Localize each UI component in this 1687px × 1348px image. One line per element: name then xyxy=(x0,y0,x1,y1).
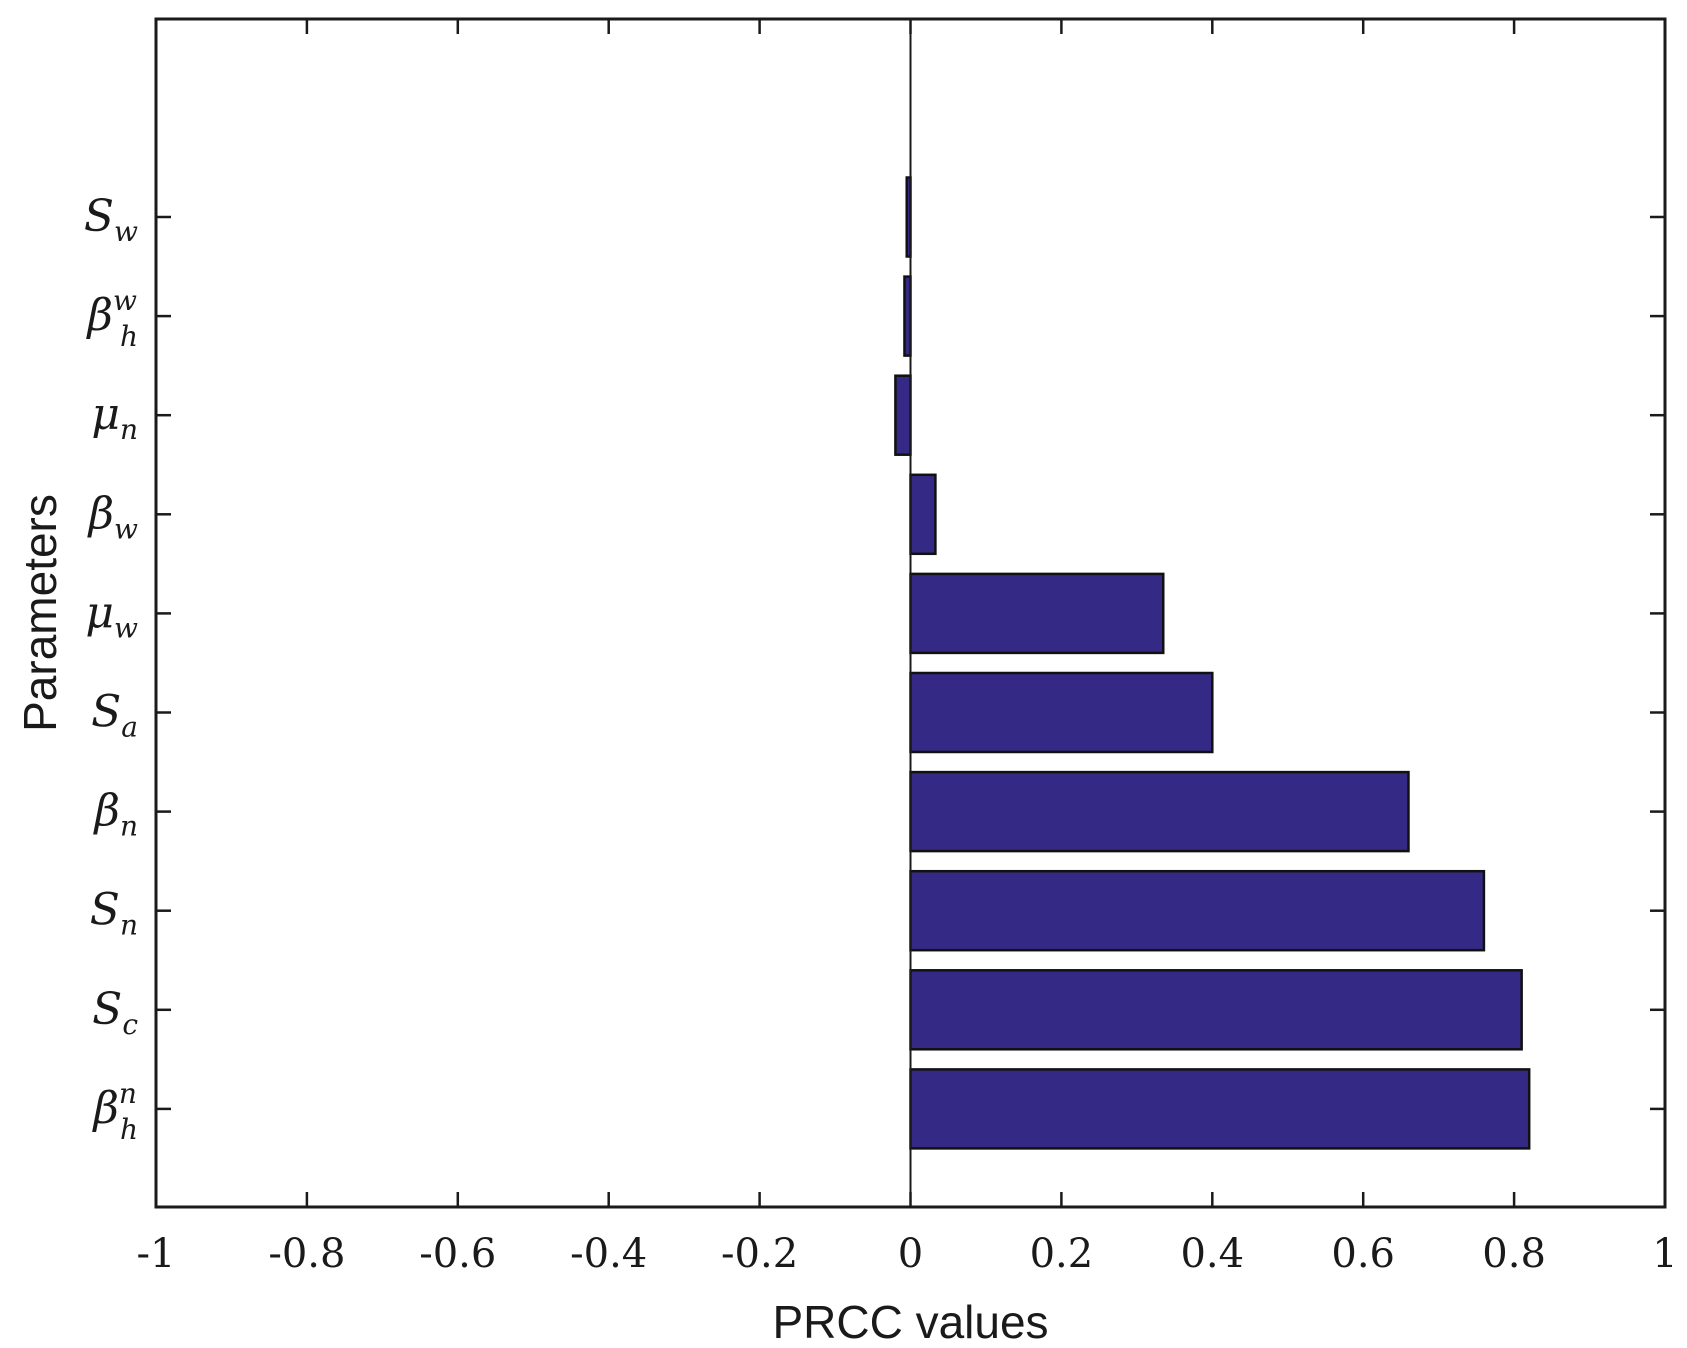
param-symbol: β xyxy=(87,488,114,539)
y-tick-label-beta_w: βw xyxy=(87,488,138,545)
bar-beta_n xyxy=(909,770,1410,853)
bars-layer xyxy=(894,176,1531,1150)
y-tick-label-S_c: Sc xyxy=(92,984,138,1041)
y-tick-label-S_a: Sa xyxy=(91,687,138,744)
x-tick-label: 1 xyxy=(1652,1231,1677,1277)
y-tick-label-beta_n: βn xyxy=(93,786,138,843)
param-symbol: S xyxy=(91,687,121,738)
param-superscript: n xyxy=(119,1077,137,1110)
x-tick-label: 0.2 xyxy=(1030,1231,1094,1277)
bar-S_c xyxy=(909,969,1523,1051)
y-tick-label-mu_n: μn xyxy=(91,389,138,446)
bar-S_n xyxy=(909,869,1486,952)
param-subscript: w xyxy=(114,215,138,248)
y-axis-title: Parameters xyxy=(14,494,66,732)
param-symbol: μ xyxy=(85,587,114,638)
x-tick-label: 0.6 xyxy=(1331,1231,1395,1277)
bar-beta_h^n xyxy=(909,1068,1531,1150)
param-subscript: n xyxy=(120,909,138,942)
param-subscript: c xyxy=(122,1008,138,1041)
param-symbol: β xyxy=(93,786,120,837)
x-tick-label: -0.4 xyxy=(570,1231,647,1277)
x-tick-label: 0.4 xyxy=(1180,1231,1244,1277)
x-tick-label: -0.6 xyxy=(419,1231,496,1277)
x-tick-label: 0 xyxy=(898,1231,923,1277)
x-tick-label: -0.8 xyxy=(268,1231,345,1277)
bar-beta_w xyxy=(909,473,937,556)
param-subscript: n xyxy=(120,810,138,843)
bar-S_a xyxy=(909,671,1214,754)
param-symbol: μ xyxy=(91,389,120,440)
param-symbol: S xyxy=(92,984,122,1035)
param-subscript: w xyxy=(114,512,138,545)
bar-mu_w xyxy=(909,572,1165,655)
x-tick-label: 0.8 xyxy=(1482,1231,1546,1277)
param-symbol: β xyxy=(91,1083,118,1134)
x-tick-label: -0.2 xyxy=(721,1231,798,1277)
y-tick-label-S_n: Sn xyxy=(90,885,138,942)
param-subscript: a xyxy=(121,711,138,744)
y-tick-label-beta_h^w: βw h xyxy=(86,284,138,353)
y-tick-label-mu_w: μw xyxy=(85,587,138,644)
x-ticks-layer: -1 -0.8 -0.6 -0.4 -0.2 0 0.2 0.4 0.6 0.8 1 xyxy=(137,19,1678,1277)
y-tick-label-S_w: Sw xyxy=(84,191,138,248)
param-subscript: h xyxy=(120,1113,138,1146)
param-symbol: S xyxy=(90,885,120,936)
y-tick-label-beta_h^n: βn h xyxy=(91,1077,138,1146)
param-subscript: w xyxy=(114,611,138,644)
param-symbol: β xyxy=(86,290,113,341)
param-symbol: S xyxy=(84,191,114,242)
x-tick-label: -1 xyxy=(137,1231,176,1277)
bar-mu_n xyxy=(894,374,912,456)
param-subscript: h xyxy=(120,320,138,353)
param-subscript: n xyxy=(120,413,138,446)
x-axis-title: PRCC values xyxy=(772,1296,1048,1348)
param-superscript: w xyxy=(113,284,137,317)
plot-frame xyxy=(154,17,1667,1209)
